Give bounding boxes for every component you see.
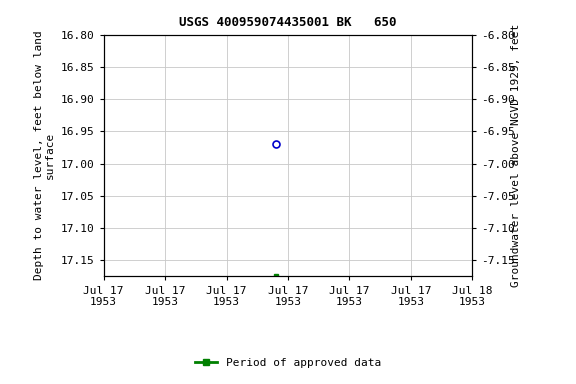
Y-axis label: Groundwater level above NGVD 1929, feet: Groundwater level above NGVD 1929, feet [511,24,521,287]
Legend: Period of approved data: Period of approved data [191,354,385,372]
Y-axis label: Depth to water level, feet below land
surface: Depth to water level, feet below land su… [34,31,55,280]
Title: USGS 400959074435001 BK   650: USGS 400959074435001 BK 650 [179,16,397,29]
